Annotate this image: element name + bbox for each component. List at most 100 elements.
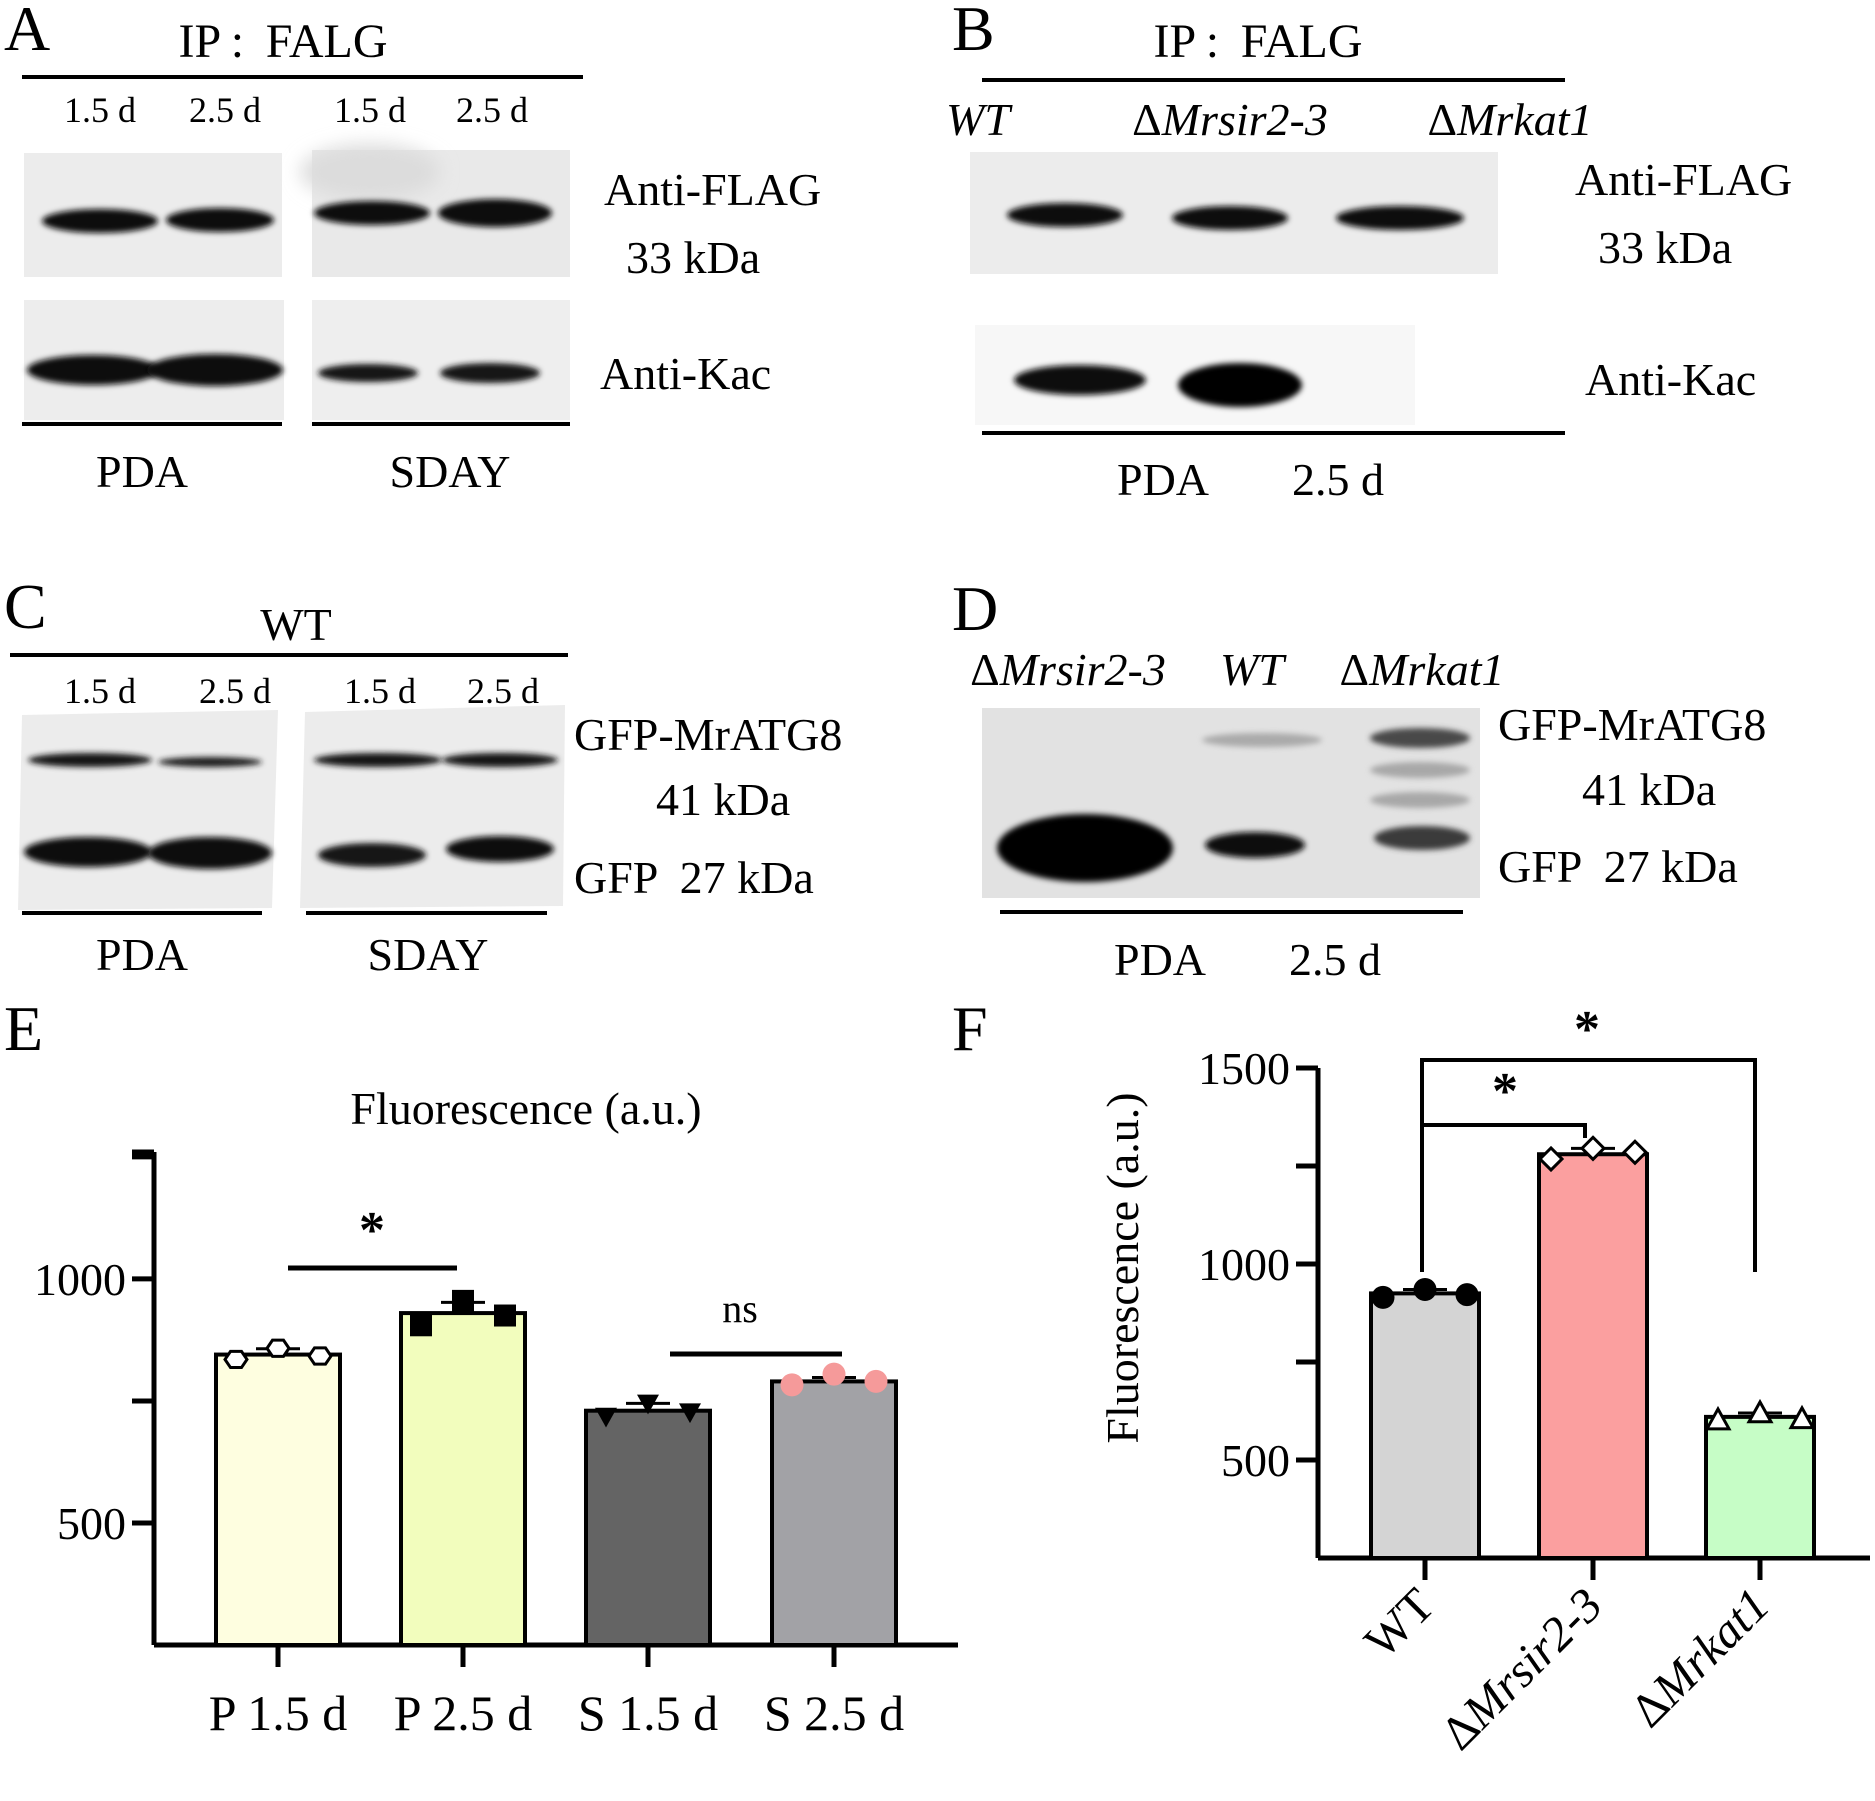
panel-d-letter: D [952,573,998,644]
panel-c-lane-3: 1.5 d [344,671,416,711]
panel-e-point-2-1 [410,1314,432,1337]
panel-f-sig-1: * [1420,1063,1587,1272]
panel-a-blot-kac [24,300,570,420]
panel-e-sig-2: ns [670,1286,842,1357]
panel-e-bar-1 [214,1352,342,1648]
panel-c-label-kda: 41 kDa [656,774,790,825]
panel-c-lane-1: 1.5 d [64,671,136,711]
panel-f-point-1-3 [1455,1283,1479,1307]
panel-e-chart-title: Fluorescence (a.u.) [350,1083,701,1134]
panel-d-strain-3: ΔMrkat1 [1339,644,1504,695]
panel-e-x-label-4: S 2.5 d [764,1685,904,1741]
panel-d-strain-2: WT [1220,644,1287,695]
panel-e-point-1-3 [307,1346,333,1366]
panel-f-y-label: Fluorescence (a.u.) [1097,1092,1148,1443]
panel-f-y-tick-label-1: 1000 [1198,1239,1290,1290]
panel-a-label-kda: 33 kDa [626,232,760,283]
panel-d-label-gfp-atg8: GFP-MrATG8 [1498,699,1766,750]
panel-b-label-flag: Anti-FLAG [1575,154,1792,205]
panel-c-lane-2: 2.5 d [199,671,271,711]
panel-e-sig-2-label: ns [722,1286,758,1331]
panel-b-strain-1: WT [946,94,1013,145]
panel-e-y-tick-label-1: 1000 [34,1254,126,1305]
panel-c-blot-sday [300,705,565,908]
panel-e-sig-1: * [288,1202,457,1271]
panel-c: C WT 1.5 d 2.5 d 1.5 d 2.5 d GFP-MrATG8 … [4,571,842,980]
panel-a-lane-3: 1.5 d [334,90,406,130]
panel-e-point-4-1 [780,1373,804,1397]
panel-e-point-4-3 [864,1369,888,1393]
panel-f-point-1-2 [1413,1277,1437,1301]
panel-b-label-kac: Anti-Kac [1585,354,1756,405]
panel-f-point-2-3 [1621,1139,1649,1166]
panel-a: A IP : FALG 1.5 d 2.5 d 1.5 d 2.5 d Anti… [4,0,821,497]
panel-e-point-2-3 [494,1304,516,1327]
panel-d-blot [982,708,1480,898]
panel-b-blot-kac [975,325,1415,425]
panel-f-y-tick-label-2: 1500 [1198,1043,1290,1094]
panel-e-point-3-1 [595,1407,617,1428]
panel-a-lane-1: 1.5 d [64,90,136,130]
panel-d-label-gfp: GFP 27 kDa [1498,841,1738,892]
panel-f-point-3-2 [1746,1398,1774,1424]
panel-e-x-label-3: S 1.5 d [578,1685,718,1741]
panel-d-footer-medium: PDA [1114,934,1206,985]
panel-b-strain-2: ΔMrsir2-3 [1132,94,1328,145]
panel-f: F Fluorescence (a.u.) 500 1000 1500 WTΔMrsi… [952,993,1870,1760]
panel-c-blot-pda [18,710,278,910]
panel-a-lane-4: 2.5 d [456,90,528,130]
panel-c-group-pda: PDA [96,929,188,980]
panel-f-point-2-1 [1537,1145,1565,1173]
panel-a-group-sday: SDAY [389,446,510,497]
panel-e-point-1-1 [223,1349,249,1370]
panel-b-footer-medium: PDA [1117,454,1209,505]
panel-e-point-3-3 [679,1403,701,1424]
panel-a-title: IP : FALG [178,15,387,68]
panel-e-chart: 500 1000 P 1.5 d P 2.5 d S 1.5 d S 2.5 d [34,1149,958,1741]
panel-f-point-3-1 [1704,1405,1732,1431]
panel-f-bar-3 [1704,1414,1816,1560]
panel-f-point-1-1 [1371,1285,1395,1309]
panel-e-point-3-2 [637,1394,659,1415]
panel-e-x-label-2: P 2.5 d [394,1685,532,1741]
panel-f-x-label-1: WT [1355,1578,1445,1668]
panel-f-sig-2-label: * [1574,1001,1600,1058]
panel-e-point-4-2 [822,1362,846,1386]
panel-e-bar-4 [770,1379,898,1648]
panel-b-strain-3: ΔMrkat1 [1427,94,1592,145]
panel-c-label-gfp: GFP 27 kDa [574,852,814,903]
panel-e-letter: E [4,993,43,1064]
panel-b-label-kda: 33 kDa [1598,222,1732,273]
panel-c-group-sday: SDAY [367,929,488,980]
panel-e-point-2-2 [452,1289,474,1312]
panel-f-point-2-2 [1579,1135,1607,1162]
panel-e-bar-3 [584,1408,712,1648]
panel-f-x-label-2: ΔMrsir2-3 [1431,1578,1613,1760]
panel-a-letter: A [4,0,50,64]
panel-e-y-tick-label-0: 500 [57,1498,126,1549]
panel-e-bar-2 [399,1311,527,1648]
panel-d-strain-1: ΔMrsir2-3 [970,644,1166,695]
panel-c-label-gfp-atg8: GFP-MrATG8 [574,709,842,760]
panel-e-point-1-2 [265,1338,291,1358]
panel-f-sig-2: * [1420,1001,1757,1272]
panel-e-x-label-1: P 1.5 d [209,1685,347,1741]
panel-b-letter: B [952,0,995,64]
panel-e: E Fluorescence (a.u.) 500 1000 P 1.5 d P 2.… [4,993,958,1741]
panel-d: D ΔMrsir2-3 WT ΔMrkat1 GFP-MrATG8 41 kDa… [952,573,1766,985]
panel-f-bar-2 [1537,1152,1649,1560]
panel-f-letter: F [952,993,988,1064]
panel-b: B IP : FALG WT ΔMrsir2-3 ΔMrkat1 Anti-FL… [946,0,1792,505]
panel-e-sig-1-label: * [359,1202,385,1259]
panel-b-footer-time: 2.5 d [1292,454,1384,505]
panel-b-title: IP : FALG [1153,15,1362,68]
panel-f-bar-1 [1369,1291,1481,1561]
panel-c-title: WT [260,599,332,650]
panel-a-group-pda: PDA [96,446,188,497]
panel-a-blot-flag [24,144,570,277]
panel-d-footer-time: 2.5 d [1289,934,1381,985]
panel-f-sig-1-label: * [1492,1063,1518,1120]
panel-f-point-3-3 [1788,1404,1816,1430]
panel-a-label-flag: Anti-FLAG [604,164,821,215]
